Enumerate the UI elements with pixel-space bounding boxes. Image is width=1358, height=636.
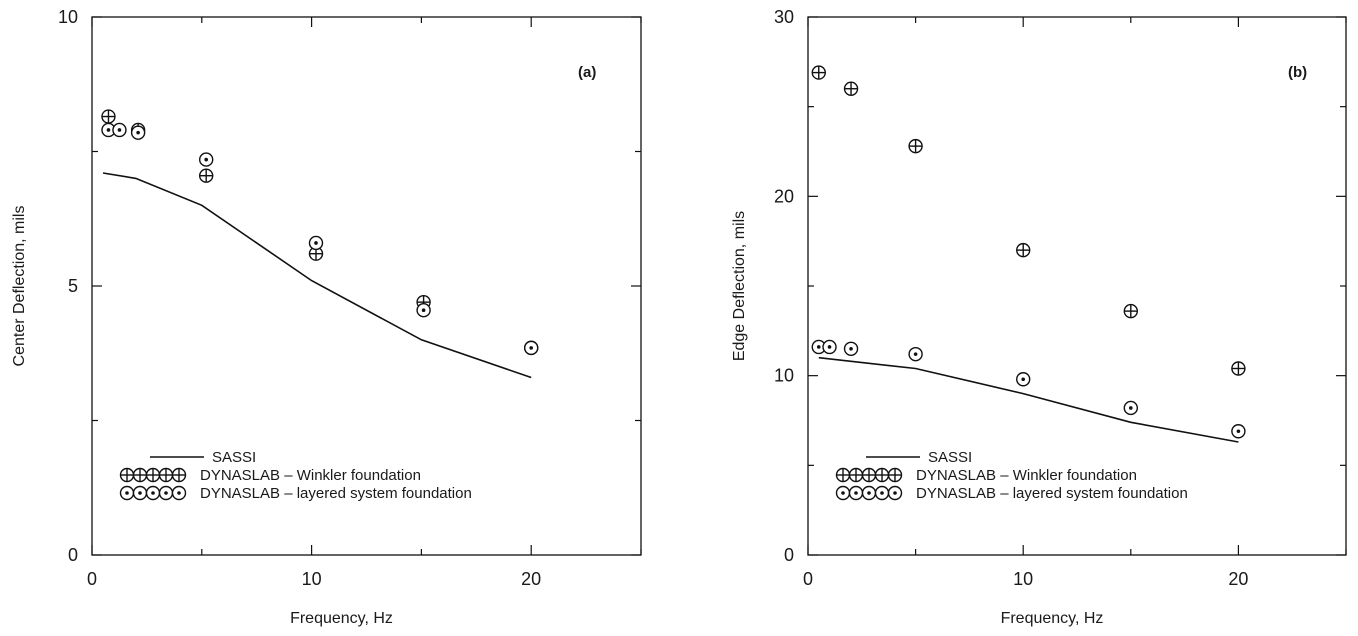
- data-point-circle-plus: [198, 168, 214, 183]
- data-point-circle-dot: [843, 341, 859, 356]
- legend-entry: SASSI: [212, 449, 256, 466]
- legend-marker-circle-dot: [158, 485, 174, 501]
- data-point-circle-dot: [908, 346, 923, 362]
- x-axis-label: Frequency, Hz: [1001, 610, 1104, 627]
- series-circle-dot: [101, 122, 539, 356]
- data-point-circle-dot: [1016, 372, 1031, 387]
- legend-marker-circle-plus: [887, 467, 903, 483]
- data-point-circle-dot: [524, 340, 539, 356]
- legend-marker-circle-plus: [158, 467, 174, 483]
- data-point-circle-plus: [1123, 303, 1139, 319]
- data-point-circle-dot: [416, 303, 431, 318]
- legend-marker-circle-dot: [132, 485, 148, 501]
- y-tick-label: 30: [774, 7, 794, 27]
- legend-symbol: [835, 485, 903, 501]
- y-axis-label: Edge Deflection, mils: [731, 211, 748, 361]
- legend-marker-circle-dot: [119, 485, 135, 501]
- legend-marker-circle-plus: [848, 467, 864, 483]
- data-point-circle-dot: [112, 122, 127, 138]
- series-circle-plus: [101, 109, 539, 356]
- x-tick-label: 0: [803, 569, 813, 589]
- data-point-circle-plus: [101, 109, 116, 124]
- legend-marker-circle-dot: [835, 485, 851, 501]
- x-tick-label: 10: [302, 569, 322, 589]
- data-point-circle-dot: [308, 235, 324, 251]
- x-tick-label: 20: [1228, 569, 1248, 589]
- panel-label: (a): [578, 64, 596, 81]
- data-point-circle-plus: [843, 81, 859, 96]
- legend-marker-circle-dot: [861, 485, 877, 501]
- series-line-sassi: [818, 356, 1239, 443]
- chart-panel-b: 0 10 20 0 10 20 30 Frequency, Hz Edge Deflection…: [731, 7, 1347, 627]
- legend-entry: DYNASLAB – layered system foundation: [916, 485, 1188, 502]
- series-line-sassi: [102, 172, 532, 379]
- legend-marker-circle-dot: [171, 485, 187, 501]
- series-circle-plus: [811, 65, 1246, 376]
- legend-marker-circle-plus: [874, 467, 890, 483]
- legend-entry: SASSI: [928, 449, 972, 466]
- chart-panel-a: 0 10 20 0 5 10 Frequency, Hz Center Deflection,…: [11, 7, 642, 627]
- data-point-circle-plus: [811, 65, 826, 80]
- data-point-circle-dot: [1123, 400, 1139, 416]
- legend-marker-circle-plus: [132, 467, 148, 483]
- legend-marker-circle-plus: [145, 467, 161, 483]
- data-point-circle-dot: [822, 339, 837, 355]
- legend-marker-circle-plus: [861, 467, 877, 483]
- legend-marker-circle-plus: [119, 467, 135, 483]
- data-point-circle-plus: [1231, 361, 1246, 376]
- legend-marker-circle-dot: [874, 485, 890, 501]
- panel-label: (b): [1288, 64, 1307, 81]
- y-tick-label: 10: [58, 7, 78, 27]
- data-point-circle-plus: [1016, 242, 1031, 258]
- x-tick-label: 10: [1013, 569, 1033, 589]
- y-tick-label: 0: [784, 545, 794, 565]
- legend-marker-circle-dot: [887, 485, 903, 501]
- y-axis-label: Center Deflection, mils: [11, 206, 28, 367]
- legend-entry: DYNASLAB – Winkler foundation: [200, 467, 421, 484]
- y-tick-label: 0: [68, 545, 78, 565]
- legend-symbol: [835, 467, 903, 483]
- series-circle-dot: [811, 339, 1246, 439]
- legend-marker-circle-dot: [145, 485, 161, 501]
- data-point-circle-dot: [198, 152, 214, 167]
- x-axis-label: Frequency, Hz: [290, 610, 393, 627]
- legend-marker-circle-plus: [171, 467, 187, 483]
- x-tick-label: 20: [521, 569, 541, 589]
- data-point-circle-plus: [908, 138, 923, 154]
- data-point-circle-dot: [130, 125, 146, 140]
- data-point-circle-dot: [1231, 424, 1246, 439]
- legend-entry: DYNASLAB – layered system foundation: [200, 485, 472, 502]
- legend-marker-circle-dot: [848, 485, 864, 501]
- y-tick-label: 5: [68, 276, 78, 296]
- legend-marker-circle-plus: [835, 467, 851, 483]
- y-tick-label: 20: [774, 186, 794, 206]
- y-tick-label: 10: [774, 366, 794, 386]
- legend-entry: DYNASLAB – Winkler foundation: [916, 467, 1137, 484]
- x-tick-label: 0: [87, 569, 97, 589]
- legend-symbol: [119, 485, 187, 501]
- legend-symbol: [119, 467, 187, 483]
